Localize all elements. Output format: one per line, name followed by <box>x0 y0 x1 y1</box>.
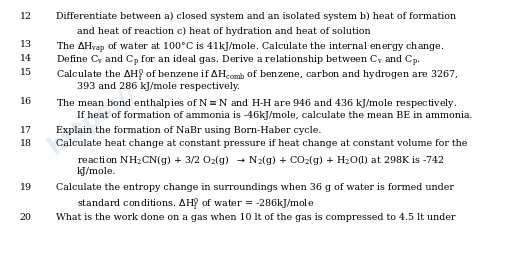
Text: and heat of reaction c) heat of hydration and heat of solution: and heat of reaction c) heat of hydratio… <box>77 27 370 36</box>
Text: 393 and 286 kJ/mole respectively.: 393 and 286 kJ/mole respectively. <box>77 82 239 91</box>
Text: Calculate the $\Delta$H$^{\mathregular{0}}_{\mathregular{f}}$ of benzene if $\De: Calculate the $\Delta$H$^{\mathregular{0… <box>56 68 459 83</box>
Text: reaction NH$_{\mathregular{2}}$CN(g) + 3/2 O$_{\mathregular{2}}$(g)  $\rightarro: reaction NH$_{\mathregular{2}}$CN(g) + 3… <box>77 153 444 167</box>
Text: Calculate the entropy change in surroundings when 36 g of water is formed under: Calculate the entropy change in surround… <box>56 183 454 192</box>
Text: Differentiate between a) closed system and an isolated system b) heat of formati: Differentiate between a) closed system a… <box>56 12 456 21</box>
Text: https://: https:// <box>44 80 142 159</box>
Text: 19: 19 <box>20 183 32 192</box>
Text: standard conditions. $\Delta$H$^{\mathregular{0}}_{\mathregular{f}}$ of water = : standard conditions. $\Delta$H$^{\mathre… <box>77 197 314 212</box>
Text: The $\Delta$H$_{\mathregular{vap}}$ of water at 100°C is 41kJ/mole. Calculate th: The $\Delta$H$_{\mathregular{vap}}$ of w… <box>56 40 445 56</box>
Text: 18: 18 <box>20 139 32 148</box>
Text: 15: 15 <box>20 68 32 77</box>
Text: Explain the formation of NaBr using Born-Haber cycle.: Explain the formation of NaBr using Born… <box>56 126 321 135</box>
Text: Define C$_{\mathregular{v}}$ and C$_{\mathregular{p}}$ for an ideal gas. Derive : Define C$_{\mathregular{v}}$ and C$_{\ma… <box>56 54 421 69</box>
Text: 16: 16 <box>20 97 32 106</box>
Text: What is the work done on a gas when 10 lt of the gas is compressed to 4.5 lt und: What is the work done on a gas when 10 l… <box>56 213 455 222</box>
Text: If heat of formation of ammonia is -46kJ/mole, calculate the mean BE in ammonia.: If heat of formation of ammonia is -46kJ… <box>77 111 472 120</box>
Text: 14: 14 <box>20 54 32 63</box>
Text: 20: 20 <box>20 213 32 222</box>
Text: Calculate heat change at constant pressure if heat change at constant volume for: Calculate heat change at constant pressu… <box>56 139 467 148</box>
Text: kJ/mole.: kJ/mole. <box>77 167 116 176</box>
Text: 17: 17 <box>20 126 32 135</box>
Text: The mean bond enthalpies of N$\equiv$N and H-H are 946 and 436 kJ/mole respectiv: The mean bond enthalpies of N$\equiv$N a… <box>56 97 458 110</box>
Text: 13: 13 <box>20 40 32 49</box>
Text: 12: 12 <box>20 12 32 21</box>
